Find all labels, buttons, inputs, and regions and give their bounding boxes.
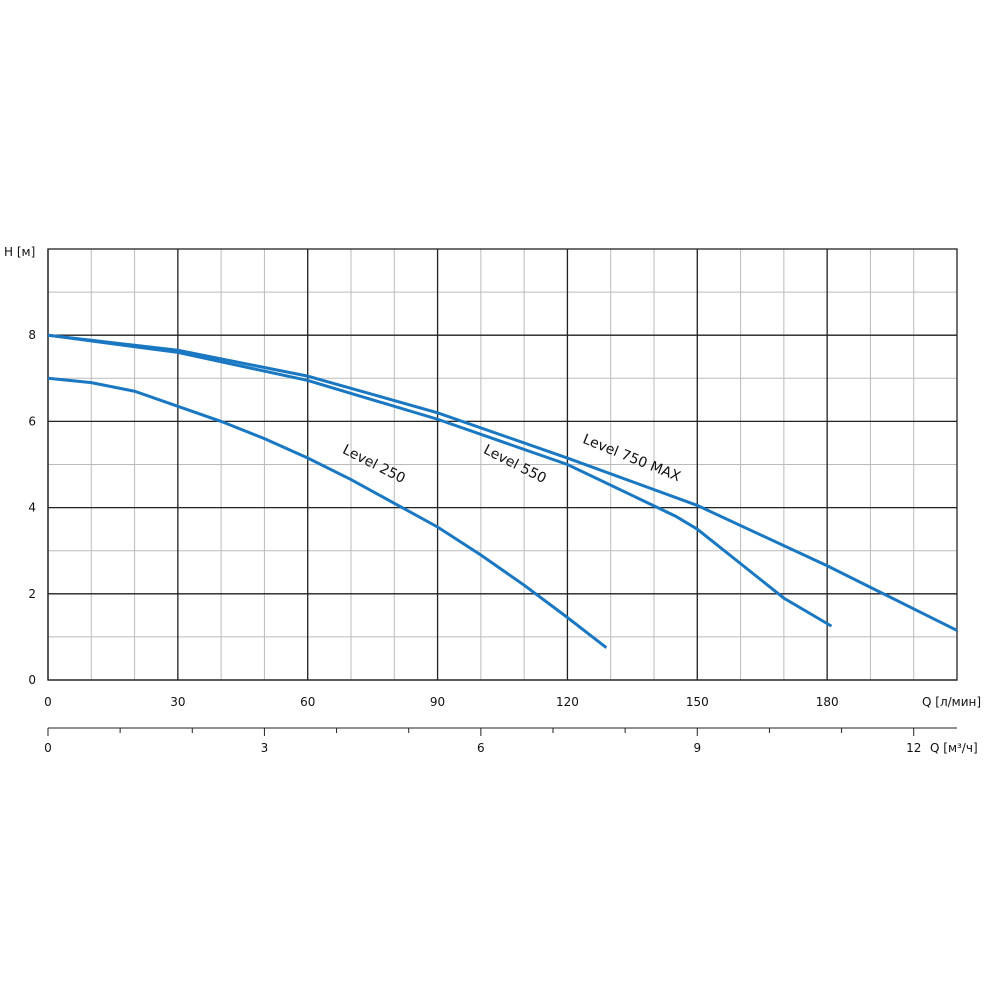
curve bbox=[47, 333, 958, 632]
x-tick-label: 180 bbox=[816, 695, 839, 709]
x2-tick-label: 9 bbox=[693, 741, 701, 755]
curve bbox=[47, 333, 833, 628]
x-tick-label: 0 bbox=[44, 695, 52, 709]
x2-axis-label: Q [м³/ч] bbox=[930, 741, 978, 755]
x2-tick-label: 6 bbox=[477, 741, 485, 755]
curve bbox=[47, 376, 608, 649]
x2-tick-label: 0 bbox=[44, 741, 52, 755]
x2-tick-label: 12 bbox=[906, 741, 921, 755]
y-tick-label: 0 bbox=[28, 673, 36, 687]
x-tick-label: 90 bbox=[430, 695, 445, 709]
plot-frame bbox=[47, 248, 958, 681]
y-tick-label: 6 bbox=[28, 414, 36, 428]
y-axis-label: H [м] bbox=[4, 245, 35, 259]
x-tick-label: 60 bbox=[300, 695, 315, 709]
x2-tick-label: 3 bbox=[261, 741, 269, 755]
y-tick-label: 4 bbox=[28, 501, 36, 515]
y-tick-label: 8 bbox=[28, 328, 36, 342]
y-tick-label: 2 bbox=[28, 587, 36, 601]
x-tick-label: 120 bbox=[556, 695, 579, 709]
x-tick-label: 150 bbox=[686, 695, 709, 709]
x-axis-label: Q [л/мин] bbox=[922, 695, 981, 709]
x-tick-label: 30 bbox=[170, 695, 185, 709]
